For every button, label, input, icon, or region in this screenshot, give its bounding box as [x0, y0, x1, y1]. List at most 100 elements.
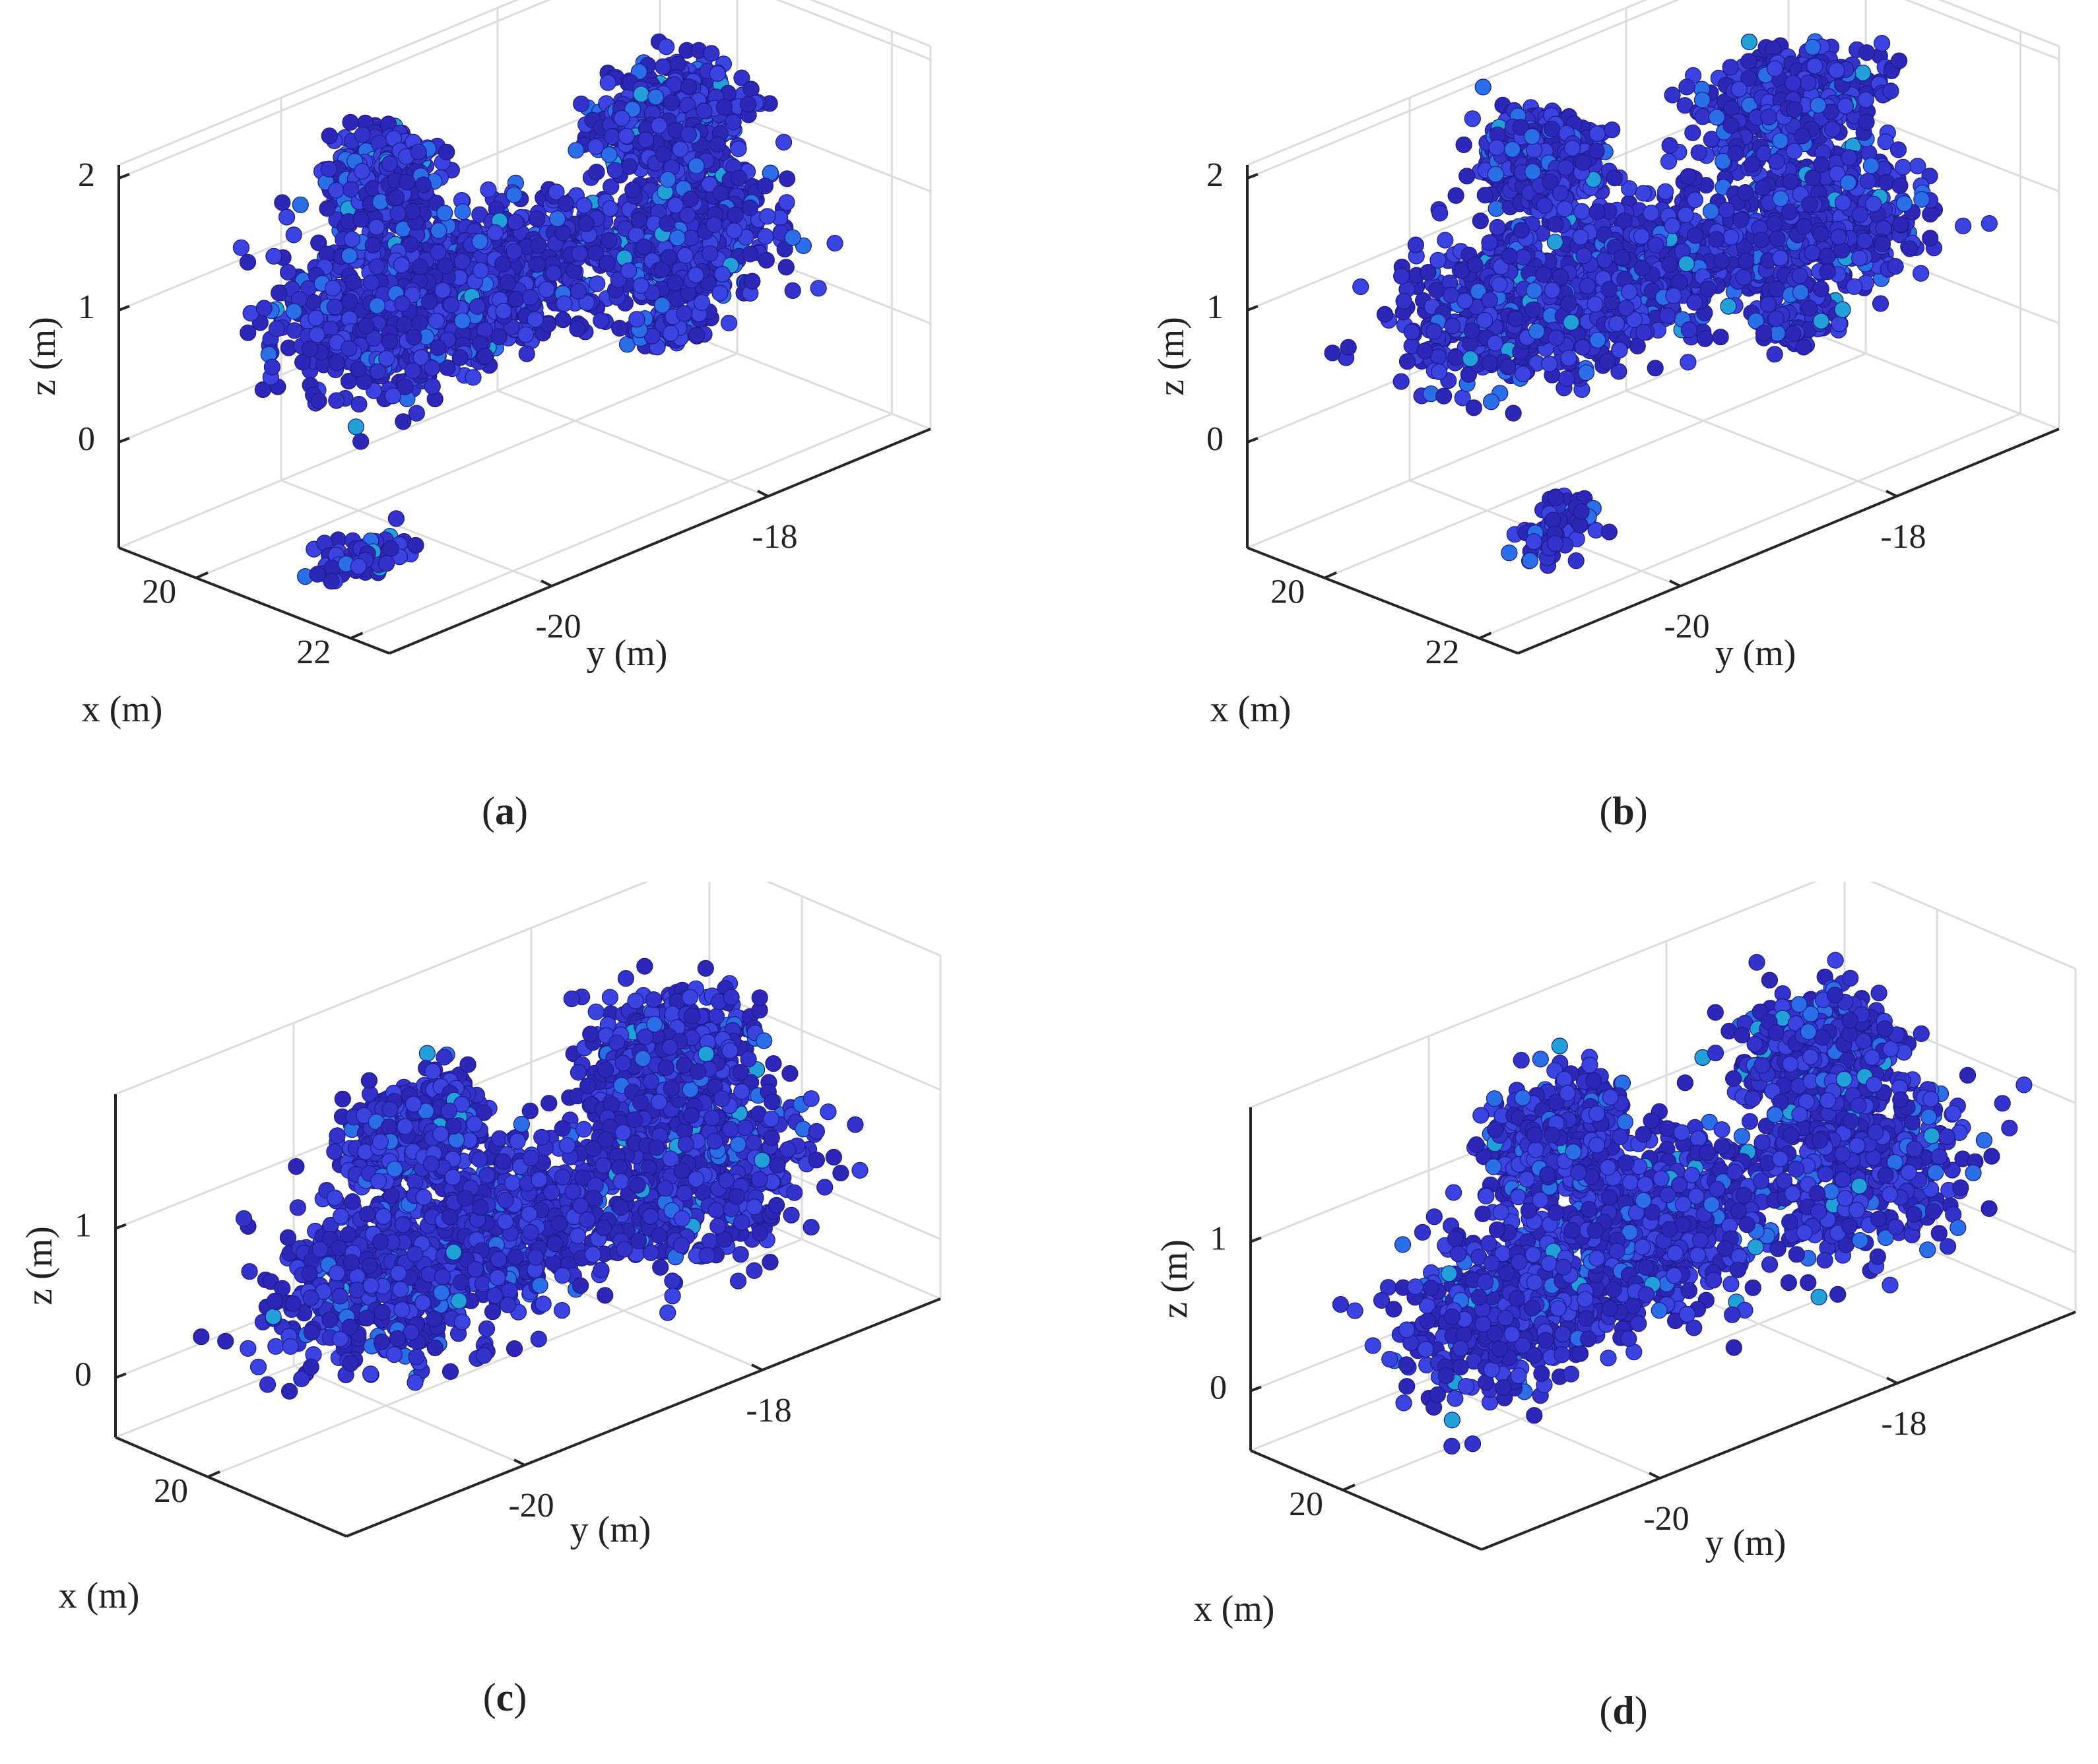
data-point	[1857, 91, 1874, 108]
data-point	[725, 222, 743, 240]
data-point	[310, 234, 327, 251]
data-point	[653, 296, 671, 313]
data-point	[1766, 60, 1784, 77]
data-point	[407, 537, 424, 554]
data-point	[350, 395, 368, 413]
data-point	[601, 146, 618, 163]
data-point	[587, 138, 605, 155]
data-point	[569, 320, 586, 337]
data-point	[568, 142, 585, 159]
data-point	[1702, 203, 1720, 220]
grid-line	[118, 322, 661, 549]
data-point	[654, 58, 672, 75]
data-point	[372, 193, 389, 211]
data-point	[232, 239, 249, 256]
data-point	[720, 314, 738, 332]
data-point	[655, 146, 672, 163]
data-point	[1801, 195, 1818, 212]
data-point	[1661, 137, 1678, 154]
data-point	[1841, 149, 1858, 166]
data-point	[326, 298, 343, 315]
data-point	[709, 65, 726, 82]
data-point	[554, 224, 572, 242]
data-point	[408, 405, 425, 422]
data-point	[414, 176, 432, 193]
data-point	[434, 282, 451, 299]
grid-line	[809, 0, 931, 48]
data-point	[411, 315, 428, 332]
data-point	[402, 236, 419, 253]
data-point	[1837, 98, 1854, 115]
data-point	[744, 273, 761, 290]
data-point	[393, 295, 411, 312]
data-point	[381, 155, 399, 172]
grid-line	[1904, 0, 2060, 61]
data-point	[404, 203, 421, 220]
data-point	[628, 311, 645, 328]
data-point	[420, 293, 438, 310]
data-point	[1737, 252, 1755, 269]
data-point	[1684, 124, 1701, 141]
data-point	[294, 354, 311, 371]
data-point	[1913, 191, 1930, 208]
data-point	[715, 98, 733, 115]
data-point	[571, 245, 589, 262]
grid-line	[1324, 352, 1866, 579]
data-point	[1824, 121, 1841, 138]
data-point	[624, 101, 641, 118]
data-point	[1722, 59, 1739, 76]
data-point	[364, 236, 381, 253]
data-point	[1785, 75, 1802, 92]
data-point	[1740, 33, 1758, 51]
data-point	[1708, 109, 1726, 126]
data-point	[399, 174, 416, 191]
data-point	[404, 362, 422, 379]
data-point	[423, 360, 441, 377]
data-point	[393, 257, 410, 274]
data-point	[1829, 165, 1846, 182]
data-point	[660, 249, 678, 266]
data-point	[1723, 100, 1740, 117]
data-point	[727, 207, 744, 224]
data-point	[759, 208, 776, 225]
data-point	[1786, 143, 1803, 160]
data-point	[1754, 180, 1771, 197]
caption-open-paren: (	[482, 789, 495, 833]
data-point	[328, 354, 345, 372]
data-point	[342, 114, 359, 131]
data-point	[1643, 205, 1660, 222]
grid-line	[195, 352, 738, 579]
data-point	[599, 74, 616, 91]
data-point	[682, 190, 700, 207]
data-point	[280, 264, 297, 281]
data-point	[453, 253, 471, 270]
data-point	[508, 290, 525, 308]
x-tick-mark	[195, 571, 209, 579]
data-point	[1859, 172, 1877, 190]
data-point	[1882, 82, 1899, 100]
data-point	[1954, 217, 1972, 234]
data-point	[240, 324, 257, 341]
data-point	[362, 274, 380, 292]
grid-line	[497, 389, 769, 498]
data-point	[1909, 158, 1926, 175]
data-point	[1781, 203, 1798, 220]
data-point	[507, 213, 524, 231]
data-point	[324, 280, 342, 297]
data-point	[1730, 81, 1748, 98]
data-point	[1694, 108, 1711, 125]
data-point	[369, 363, 387, 380]
data-point	[696, 102, 713, 119]
data-point	[659, 171, 676, 188]
data-point	[1690, 144, 1707, 161]
data-point	[613, 110, 630, 127]
data-point	[758, 251, 775, 269]
data-point	[274, 194, 291, 211]
data-point	[429, 339, 447, 356]
data-point	[669, 229, 686, 246]
data-point	[1678, 79, 1695, 96]
data-point	[1839, 174, 1857, 191]
data-point	[741, 199, 759, 216]
caption-letter: a	[495, 789, 515, 833]
data-point	[1755, 325, 1773, 342]
